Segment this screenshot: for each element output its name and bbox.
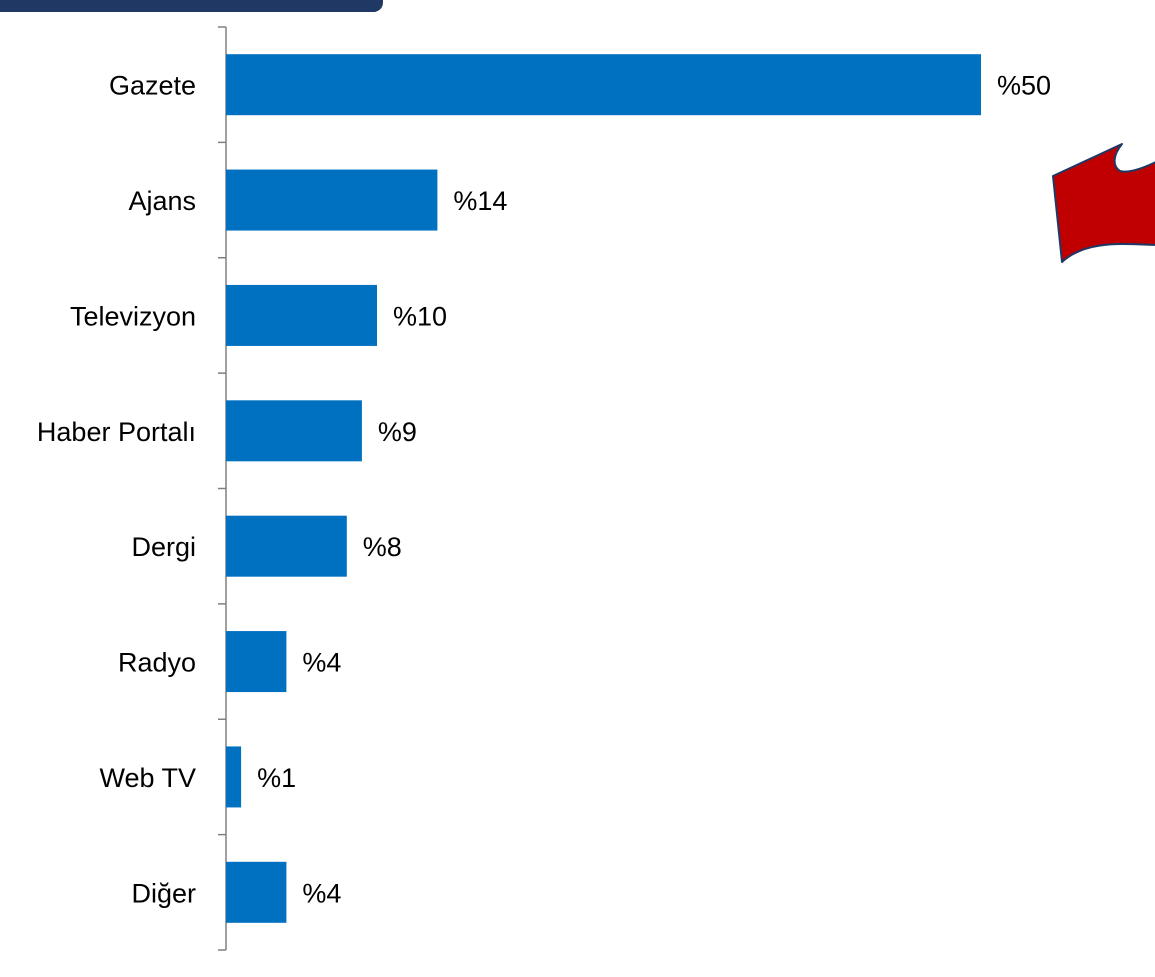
value-label: %4 [302,648,341,678]
bar [226,400,362,462]
category-label: Radyo [118,648,196,678]
bar [226,515,347,577]
value-label: %8 [363,532,402,562]
bar [226,631,287,693]
bar [226,284,377,346]
category-labels: Gazete Ajans Televizyon Haber Portalı Dergi R… [37,71,196,909]
category-label: Gazete [109,71,196,101]
value-label: %14 [453,186,507,216]
axis-ticks [218,26,226,951]
value-label: %4 [302,878,341,908]
curved-arrow-left-icon [1052,143,1155,263]
category-label: Televizyon [70,301,196,331]
value-label: %1 [257,763,296,793]
bar [226,169,438,231]
bar [226,54,981,116]
category-label: Diğer [131,878,196,908]
value-label: %50 [997,71,1051,101]
category-label: Web TV [99,763,196,793]
value-labels: %50 %14 %10 %9 %8 %4 %1 %4 [257,71,1051,909]
category-label: Ajans [128,186,196,216]
bar [226,746,242,808]
bars [226,54,981,923]
bar [226,861,287,923]
category-label: Haber Portalı [37,417,196,447]
value-label: %10 [393,301,447,331]
value-label: %9 [378,417,417,447]
category-label: Dergi [131,532,196,562]
header-band [0,0,383,12]
